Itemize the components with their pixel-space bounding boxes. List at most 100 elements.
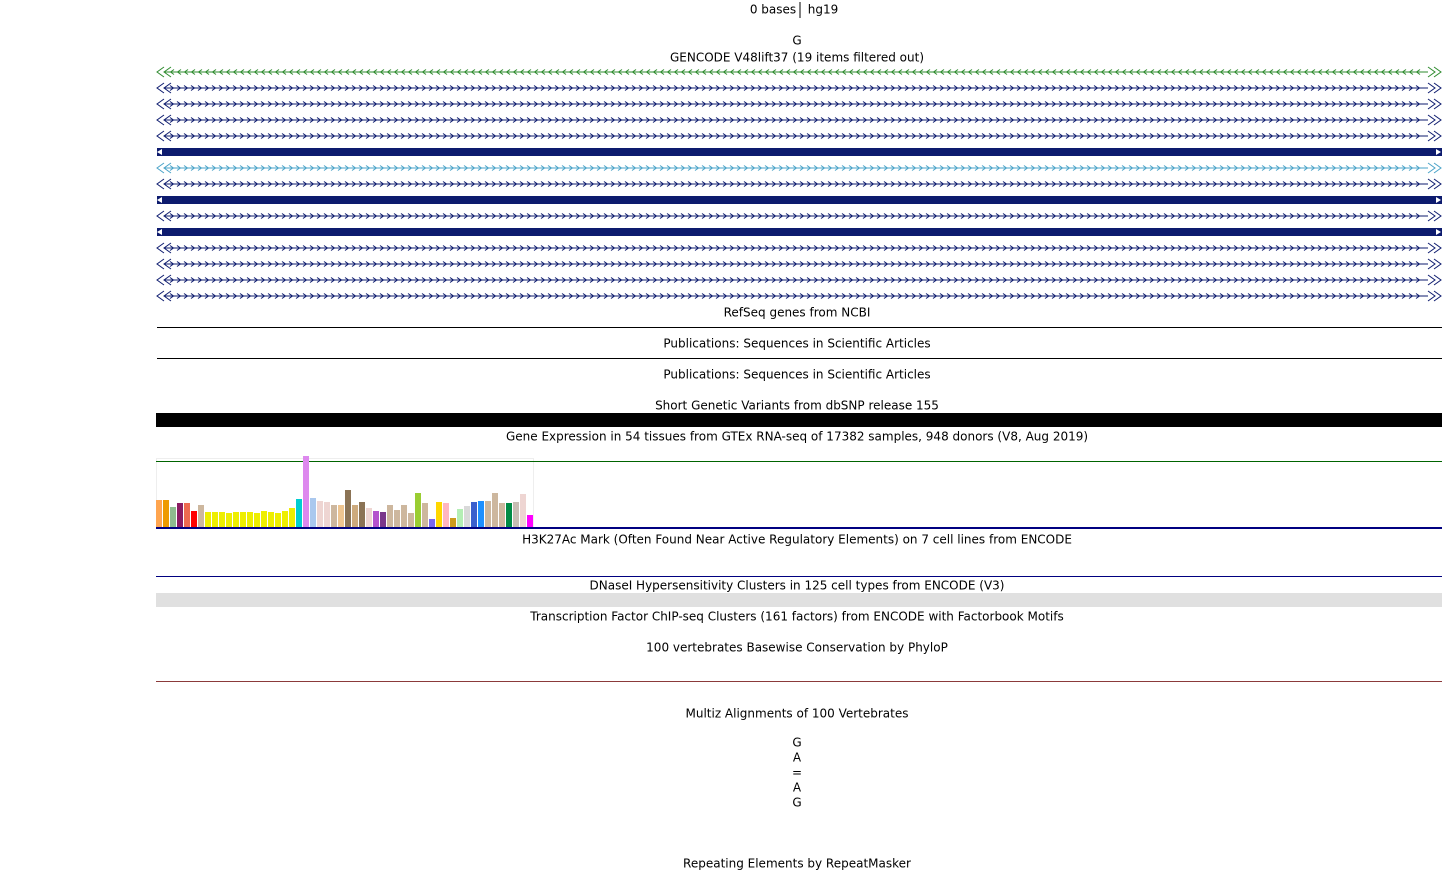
- expression-bar: [471, 502, 477, 527]
- expression-bar: [177, 503, 183, 527]
- intron: [165, 133, 1428, 139]
- end-cap: [156, 66, 1442, 78]
- base: G: [792, 34, 801, 48]
- end-cap: [156, 210, 1442, 222]
- track-title: Gene Expression in 54 tissues from GTEx …: [506, 430, 1088, 444]
- expression-bar: [219, 512, 225, 527]
- intron: [165, 277, 1428, 283]
- expression-bar: [457, 509, 463, 527]
- expression-bar: [163, 500, 169, 527]
- expression-bar: [408, 513, 414, 527]
- intron: [165, 245, 1428, 251]
- expression-bar: [233, 512, 239, 527]
- intron: [165, 261, 1428, 267]
- intron: [165, 165, 1428, 171]
- expression-bar: [261, 511, 267, 527]
- expression-bar: [282, 511, 288, 527]
- end-cap: [156, 82, 1442, 94]
- intron: [165, 117, 1428, 123]
- expression-bar: [464, 506, 470, 527]
- expression-bar: [198, 505, 204, 527]
- dnase-bar: [156, 593, 1442, 607]
- expression-bar: [394, 510, 400, 527]
- expression-bar: [331, 505, 337, 527]
- expression-bar: [450, 518, 456, 527]
- alignment-base: G: [792, 736, 801, 750]
- expression-bar: [436, 502, 442, 527]
- track-title: DNaseI Hypersensitivity Clusters in 125 …: [590, 579, 1005, 593]
- expression-bar: [317, 501, 323, 527]
- end-cap: [156, 114, 1442, 126]
- expression-bar: [310, 498, 316, 527]
- expression-bar: [303, 456, 309, 527]
- end-cap: [156, 162, 1442, 174]
- expression-bar: [499, 503, 505, 527]
- expression-bar: [527, 515, 533, 527]
- expression-bar: [359, 502, 365, 527]
- intron: [165, 213, 1428, 219]
- expression-bar: [184, 503, 190, 527]
- intron: [165, 101, 1428, 107]
- expression-bar: [296, 499, 302, 527]
- expression-bar: [156, 500, 162, 527]
- expression-bar: [443, 503, 449, 527]
- expression-bar: [324, 502, 330, 527]
- expression-bar: [373, 511, 379, 527]
- expression-bar: [345, 490, 351, 527]
- end-cap: [156, 290, 1442, 302]
- expression-bar: [352, 505, 358, 527]
- alignment-base: A: [793, 751, 802, 765]
- expression-bar: [275, 513, 281, 527]
- exon: [157, 196, 1442, 204]
- alignment-base: A: [793, 781, 802, 795]
- expression-bar: [492, 493, 498, 527]
- expression-bar: [513, 502, 519, 527]
- exon: [157, 148, 1442, 156]
- expression-bar: [289, 508, 295, 527]
- track-title: 100 vertebrates Basewise Conservation by…: [646, 641, 948, 655]
- expression-bar: [366, 508, 372, 527]
- end-cap: [156, 258, 1442, 270]
- track-title: Transcription Factor ChIP-seq Clusters (…: [529, 610, 1063, 624]
- expression-bar: [422, 503, 428, 527]
- expression-bar: [380, 512, 386, 527]
- expression-bar: [254, 513, 260, 527]
- expression-bar: [240, 512, 246, 527]
- expression-bar: [478, 501, 484, 527]
- intron: [165, 181, 1428, 187]
- expression-bar: [247, 512, 253, 527]
- ruler-size: 0 bases: [750, 3, 796, 17]
- expression-bar: [212, 512, 218, 527]
- track-title: Short Genetic Variants from dbSNP releas…: [655, 399, 939, 413]
- track-title: Multiz Alignments of 100 Vertebrates: [685, 707, 908, 721]
- end-cap: [156, 130, 1442, 142]
- expression-bar: [338, 505, 344, 527]
- expression-bar: [415, 493, 421, 527]
- track-title: H3K27Ac Mark (Often Found Near Active Re…: [522, 533, 1072, 547]
- end-cap: [156, 274, 1442, 286]
- end-cap: [156, 242, 1442, 254]
- alignment-base: G: [792, 796, 801, 810]
- intron: [165, 293, 1428, 299]
- track-title: Publications: Sequences in Scientific Ar…: [663, 368, 930, 382]
- track-title: Repeating Elements by RepeatMasker: [683, 857, 911, 871]
- intron: [165, 85, 1428, 91]
- ruler-assembly: hg19: [808, 3, 839, 17]
- expression-bar: [429, 519, 435, 527]
- expression-bar: [506, 503, 512, 527]
- expression-bar: [520, 494, 526, 527]
- gene-rows: [156, 66, 1442, 302]
- end-cap: [156, 178, 1442, 190]
- expression-bar: [205, 512, 211, 527]
- expression-bar: [485, 501, 491, 527]
- expression-bar: [170, 507, 176, 527]
- snp-bar: [156, 413, 1442, 427]
- track-title: Publications: Sequences in Scientific Ar…: [663, 337, 930, 351]
- track-title: RefSeq genes from NCBI: [724, 306, 871, 320]
- track-title: GENCODE V48lift37 (19 items filtered out…: [670, 51, 924, 65]
- expression-bar: [226, 513, 232, 527]
- alignment-base: =: [792, 766, 802, 780]
- expression-bar: [268, 512, 274, 527]
